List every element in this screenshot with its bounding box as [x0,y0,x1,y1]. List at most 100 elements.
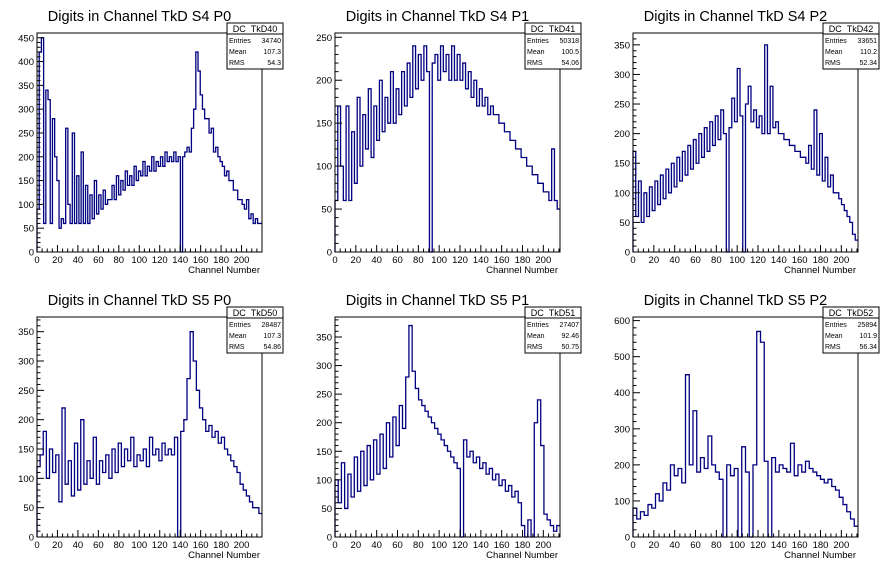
x-tick-label: 100 [431,540,447,551]
chart-title: Digits in Channel TkD S5 P1 [346,293,530,309]
histogram-panel: Digits in Channel TkD S5 P2 0 20 40 60 80 100 1… [614,293,880,561]
stats-key: Entries [527,38,549,45]
stats-box: DC_TkD51 Entries 27407 Mean 92.46 RMS 50.75 [524,306,582,354]
stats-value: 33651 [858,38,878,45]
y-tick-label: 200 [614,129,630,140]
y-tick-label: 350 [18,81,34,92]
stats-value: 52.34 [859,60,877,67]
y-tick-label: 100 [614,188,630,199]
y-tick-label: 100 [18,200,34,211]
x-tick-label: 200 [234,540,250,551]
stats-box-frame [226,22,284,70]
y-tick-label: 100 [316,162,332,173]
stats-value: 50.75 [561,344,579,351]
x-tick-label: 0 [630,255,635,266]
x-tick-label: 140 [771,540,787,551]
x-tick-label: 140 [473,540,489,551]
y-tick-label: 0 [29,533,34,544]
x-tick-label: 160 [193,255,209,266]
chart-title: Digits in Channel TkD S4 P2 [644,9,828,25]
stats-key: Entries [527,322,549,329]
stats-value: 92.46 [561,333,579,340]
y-tick-label: 150 [316,119,332,130]
histogram-series [334,45,560,253]
chart-title: Digits in Channel TkD S4 P0 [48,9,232,25]
x-tick-label: 120 [152,255,168,266]
y-tick-label: 600 [614,316,630,327]
x-tick-label: 180 [813,540,829,551]
x-tick-label: 200 [535,540,551,551]
stats-box: DC_TkD42 Entries 33651 Mean 110.2 RMS 52.34 [822,22,880,70]
x-tick-label: 160 [193,540,209,551]
y-tick-label: 250 [316,33,332,44]
x-tick-label: 0 [332,255,337,266]
x-tick-label: 180 [213,540,229,551]
stats-box: DC_TkD41 Entries 50318 Mean 100.5 RMS 54.06 [524,22,582,70]
x-tick-label: 200 [833,255,849,266]
x-tick-label: 100 [131,540,147,551]
plot-frame [632,316,859,538]
x-tick-label: 180 [213,255,229,266]
x-tick-label: 100 [431,255,447,266]
y-tick-label: 350 [18,327,34,338]
y-tick-label: 50 [23,503,34,514]
histogram-series [632,330,858,538]
histogram-panel: Digits in Channel TkD S4 P1 0 20 40 60 80 100 1… [316,9,582,276]
x-tick-label: 180 [515,255,531,266]
stats-key: Entries [825,322,847,329]
histogram-series [36,37,262,253]
x-tick-label: 180 [813,255,829,266]
x-tick-label: 0 [630,540,635,551]
x-tick-label: 140 [771,255,787,266]
histogram-panel: Digits in Channel TkD S4 P0 0 20 40 60 80 100 1… [18,9,284,276]
plot-frame [632,32,859,253]
stats-key: RMS [229,60,245,67]
x-tick-label: 120 [152,540,168,551]
x-axis-label: Channel Number [188,550,260,561]
y-tick-label: 50 [321,205,332,216]
stats-value: 56.34 [859,344,877,351]
x-axis-label: Channel Number [188,265,260,276]
stats-box: DC_TkD52 Entries 25894 Mean 101.9 RMS 56.34 [822,306,880,354]
y-tick-label: 250 [18,128,34,139]
y-tick-label: 500 [614,352,630,363]
stats-name: DC_TkD51 [531,308,576,318]
histogram-series [334,324,560,538]
y-tick-label: 0 [625,248,630,259]
stats-value: 50318 [560,38,580,45]
y-tick-label: 450 [18,33,34,44]
x-tick-label: 120 [452,540,468,551]
x-tick-label: 60 [93,540,104,551]
y-tick-label: 0 [327,533,332,544]
stats-value: 28487 [262,322,282,329]
stats-value: 54.3 [267,60,281,67]
stats-name: DC_TkD52 [829,308,874,318]
x-tick-label: 80 [413,255,424,266]
y-tick-label: 150 [18,176,34,187]
stats-value: 27407 [560,322,580,329]
histogram-series [632,44,858,253]
x-tick-label: 40 [73,255,84,266]
x-axis-label: Channel Number [784,265,856,276]
y-tick-label: 300 [316,361,332,372]
y-tick-label: 0 [625,533,630,544]
x-tick-label: 40 [371,540,382,551]
y-tick-label: 100 [316,475,332,486]
plot-frame [334,316,561,538]
y-tick-label: 300 [614,424,630,435]
x-tick-label: 20 [649,540,660,551]
stats-box: DC_TkD50 Entries 28487 Mean 107.3 RMS 54.86 [226,306,284,354]
stats-key: RMS [527,344,543,351]
stats-value: 54.86 [263,344,281,351]
y-tick-label: 250 [18,386,34,397]
x-tick-label: 60 [690,540,701,551]
stats-key: Mean [229,333,247,340]
x-tick-label: 100 [131,255,147,266]
y-tick-label: 150 [18,445,34,456]
x-tick-label: 100 [729,255,745,266]
x-tick-label: 200 [833,540,849,551]
stats-value: 100.5 [561,49,579,56]
x-tick-label: 60 [93,255,104,266]
plot-frame [334,32,561,253]
